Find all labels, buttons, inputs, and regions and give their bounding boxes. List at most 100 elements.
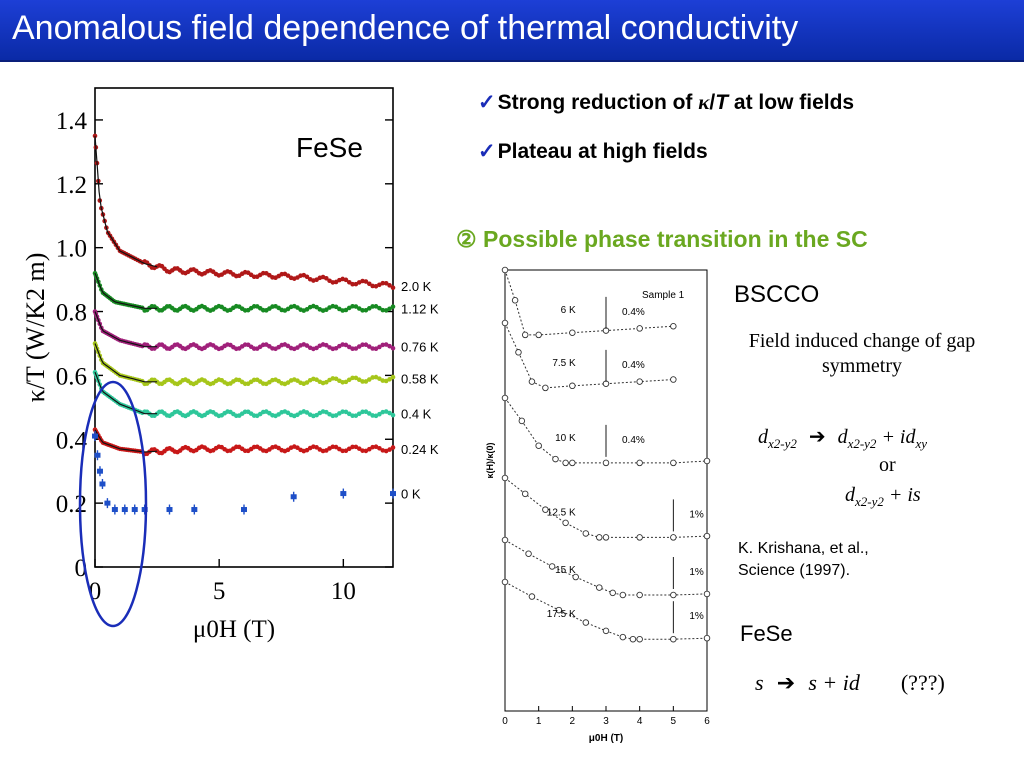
field-induced-text: Field induced change of gap symmetry xyxy=(748,330,976,377)
eq2-a: d xyxy=(845,484,855,506)
data-point xyxy=(569,382,576,390)
data-point xyxy=(241,507,247,513)
arrow-icon: ➔ xyxy=(801,424,833,448)
reference-line-1: K. Krishana, et al., xyxy=(738,540,869,557)
data-point xyxy=(387,410,392,416)
data-point xyxy=(350,281,355,287)
data-point xyxy=(360,379,365,384)
data-point xyxy=(343,409,349,415)
x-tick-label: 3 xyxy=(603,716,609,727)
data-point xyxy=(360,409,365,415)
data-point xyxy=(518,417,526,425)
data-point xyxy=(350,346,355,352)
data-point xyxy=(387,343,392,349)
data-point xyxy=(619,591,627,599)
data-point xyxy=(104,500,111,506)
data-point xyxy=(314,345,319,351)
fit-line xyxy=(94,311,158,348)
data-point xyxy=(377,305,382,311)
data-point xyxy=(582,619,590,626)
data-point xyxy=(350,375,355,381)
x-tick-label: 4 xyxy=(637,716,643,727)
reference: K. Krishana, et al., Science (1997). xyxy=(738,538,869,582)
series-line xyxy=(504,397,708,464)
arrow-icon: ➔ xyxy=(769,671,803,696)
data-point xyxy=(535,442,542,449)
y-tick-label: 0.2 xyxy=(56,491,87,518)
data-point xyxy=(390,285,396,291)
data-point xyxy=(94,452,101,458)
bullet-1-suffix: at low fields xyxy=(728,91,855,114)
data-point xyxy=(373,304,379,309)
data-point xyxy=(346,279,352,285)
data-point xyxy=(304,274,310,280)
data-point xyxy=(501,266,509,274)
data-point xyxy=(356,446,362,451)
series-label: 6 K xyxy=(561,305,576,316)
data-point xyxy=(323,409,329,415)
data-point xyxy=(343,379,349,385)
bscco-label: BSCCO xyxy=(734,281,820,308)
y-tick-label: 1.2 xyxy=(56,172,87,199)
data-point xyxy=(314,304,319,310)
data-point xyxy=(383,280,389,286)
data-point xyxy=(670,591,677,599)
data-point xyxy=(370,283,375,289)
series-label: 1.12 K xyxy=(401,301,439,316)
chart-title: Sample 1 xyxy=(642,290,685,301)
equation-1: dx2-y2 ➔ dx2-y2 + idxy xyxy=(758,424,927,452)
data-point xyxy=(323,275,329,281)
eq1-rhs1: d xyxy=(837,426,848,448)
x-tick-label: 1 xyxy=(536,716,542,727)
scale-label: 0.4% xyxy=(622,360,645,371)
data-point xyxy=(703,457,711,465)
data-point xyxy=(363,342,369,348)
data-point xyxy=(390,412,396,418)
data-point xyxy=(380,409,386,415)
series-label: 0.24 K xyxy=(401,442,439,457)
data-point xyxy=(528,378,536,385)
data-point xyxy=(572,573,579,581)
title-bar: Anomalous field dependence of thermal co… xyxy=(0,0,1024,62)
data-point xyxy=(191,507,198,513)
chart-title: FeSe xyxy=(296,132,363,163)
data-point xyxy=(609,589,616,597)
data-point xyxy=(501,474,509,482)
data-point xyxy=(366,306,372,311)
data-point xyxy=(670,635,677,643)
eq1-rhs2: + id xyxy=(881,426,916,448)
data-point xyxy=(569,329,576,336)
data-point xyxy=(387,447,392,452)
data-point xyxy=(380,342,386,348)
series-line xyxy=(504,539,708,596)
eq2-b: + is xyxy=(888,484,921,506)
x-tick-label: 5 xyxy=(671,716,677,727)
data-point xyxy=(542,384,549,392)
data-point xyxy=(636,635,643,643)
data-point xyxy=(619,633,627,641)
data-point xyxy=(370,413,375,418)
data-point xyxy=(340,409,345,414)
x-tick-label: 10 xyxy=(331,578,356,605)
data-point xyxy=(501,578,509,586)
data-point xyxy=(363,379,369,384)
equation-3: s ➔ s + id (???) xyxy=(755,670,945,696)
y-tick-label: 0.8 xyxy=(56,300,87,327)
plot-frame xyxy=(504,269,708,712)
scale-label: 0.4% xyxy=(622,307,645,318)
fit-line xyxy=(94,343,158,383)
x-tick-label: 5 xyxy=(213,578,226,605)
x-tick-label: 2 xyxy=(570,716,576,727)
data-point xyxy=(380,378,386,383)
series-label: 2.0 K xyxy=(401,279,432,294)
data-point xyxy=(636,325,643,332)
data-point xyxy=(387,306,392,312)
data-point xyxy=(343,307,349,313)
data-point xyxy=(383,378,389,384)
eq3-c: (???) xyxy=(900,670,945,695)
data-point xyxy=(363,307,369,313)
data-point xyxy=(350,303,355,309)
data-point xyxy=(390,345,396,351)
eq1-lhs-sub: x2-y2 xyxy=(768,436,797,451)
